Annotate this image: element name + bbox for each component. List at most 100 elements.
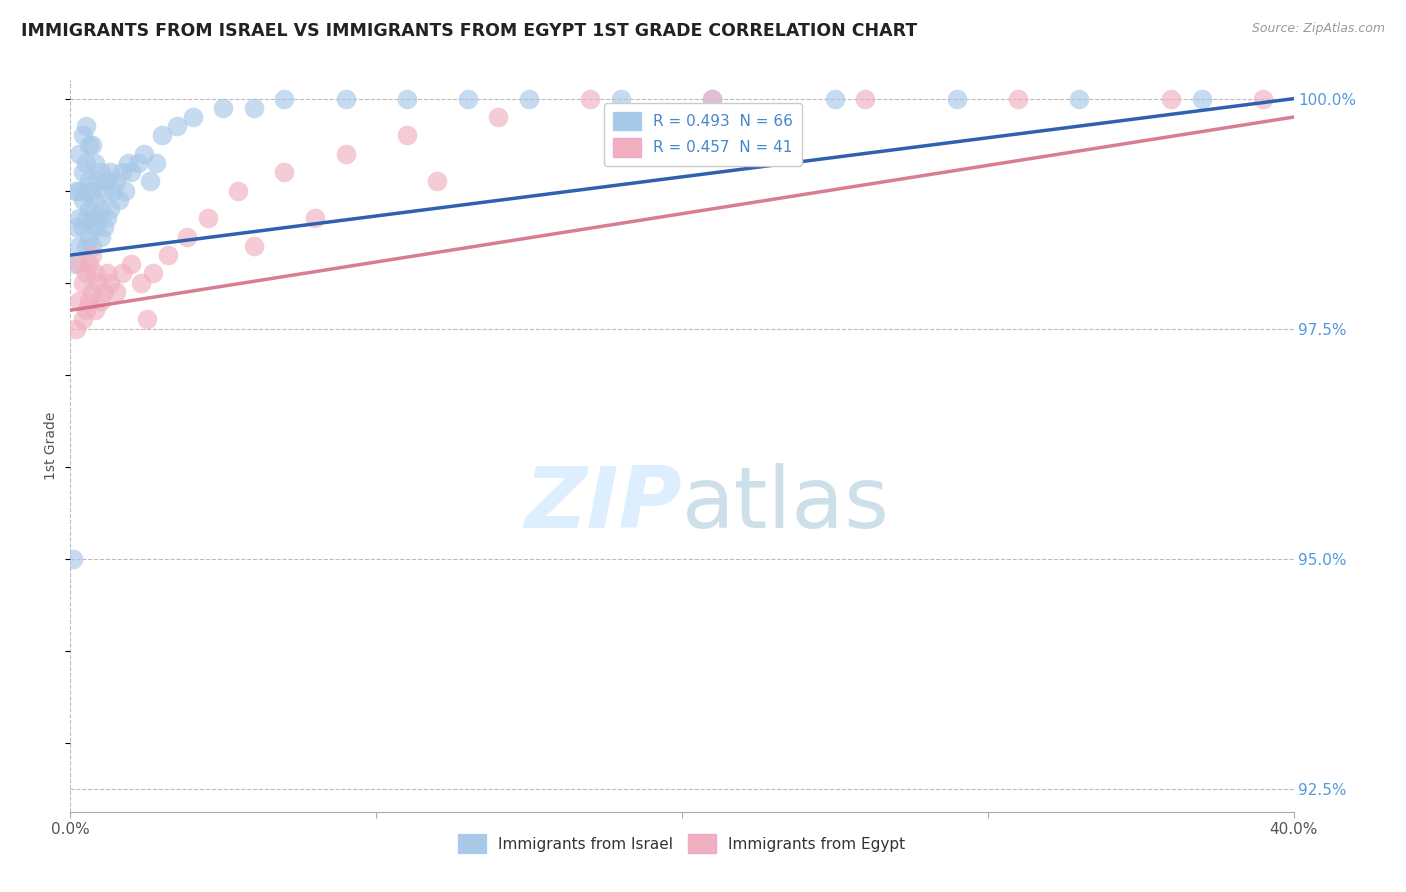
- Point: [77, 174, 100, 188]
- Point: [135, 312, 157, 326]
- Point: [62, 551, 84, 566]
- Point: [273, 165, 295, 179]
- Point: [93, 220, 115, 235]
- Point: [181, 110, 204, 124]
- Text: Source: ZipAtlas.com: Source: ZipAtlas.com: [1251, 22, 1385, 36]
- Point: [80, 248, 103, 262]
- Point: [114, 184, 136, 198]
- Point: [93, 285, 115, 299]
- Point: [83, 267, 105, 281]
- Point: [335, 147, 357, 161]
- Point: [702, 92, 724, 106]
- Point: [80, 239, 103, 253]
- Point: [98, 202, 121, 216]
- Point: [132, 147, 155, 161]
- Point: [77, 257, 100, 271]
- Text: atlas: atlas: [682, 463, 890, 546]
- Point: [87, 211, 110, 226]
- Point: [176, 229, 198, 244]
- Point: [101, 184, 124, 198]
- Point: [75, 156, 97, 170]
- Point: [77, 202, 100, 216]
- Legend: Immigrants from Israel, Immigrants from Egypt: Immigrants from Israel, Immigrants from …: [453, 828, 911, 859]
- Point: [80, 211, 103, 226]
- Point: [108, 193, 131, 207]
- Point: [65, 220, 87, 235]
- Point: [69, 257, 91, 271]
- Point: [197, 211, 219, 226]
- Point: [579, 92, 602, 106]
- Point: [90, 229, 112, 244]
- Point: [77, 137, 100, 152]
- Point: [121, 165, 143, 179]
- Point: [72, 128, 94, 143]
- Point: [335, 92, 357, 106]
- Point: [212, 101, 235, 115]
- Point: [80, 184, 103, 198]
- Point: [105, 174, 128, 188]
- Point: [157, 248, 180, 262]
- Point: [75, 184, 97, 198]
- Point: [111, 267, 134, 281]
- Point: [395, 92, 418, 106]
- Point: [1191, 92, 1213, 106]
- Point: [1160, 92, 1182, 106]
- Point: [228, 184, 250, 198]
- Point: [139, 174, 162, 188]
- Point: [65, 257, 87, 271]
- Point: [75, 267, 97, 281]
- Point: [702, 92, 724, 106]
- Point: [127, 156, 149, 170]
- Point: [1007, 92, 1029, 106]
- Point: [83, 303, 105, 318]
- Point: [517, 92, 540, 106]
- Point: [1251, 92, 1274, 106]
- Point: [457, 92, 479, 106]
- Point: [72, 165, 94, 179]
- Point: [83, 156, 105, 170]
- Point: [98, 276, 121, 290]
- Point: [80, 285, 103, 299]
- Point: [426, 174, 449, 188]
- Point: [488, 110, 510, 124]
- Point: [395, 128, 418, 143]
- Point: [129, 276, 152, 290]
- Point: [121, 257, 143, 271]
- Point: [87, 276, 110, 290]
- Point: [243, 239, 266, 253]
- Text: IMMIGRANTS FROM ISRAEL VS IMMIGRANTS FROM EGYPT 1ST GRADE CORRELATION CHART: IMMIGRANTS FROM ISRAEL VS IMMIGRANTS FRO…: [21, 22, 917, 40]
- Point: [96, 211, 118, 226]
- Point: [96, 174, 118, 188]
- Point: [111, 165, 134, 179]
- Point: [90, 165, 112, 179]
- Point: [96, 267, 118, 281]
- Text: ZIP: ZIP: [524, 463, 682, 546]
- Point: [75, 239, 97, 253]
- Point: [855, 92, 877, 106]
- Point: [65, 184, 87, 198]
- Point: [69, 294, 91, 309]
- Point: [1069, 92, 1091, 106]
- Point: [69, 211, 91, 226]
- Point: [83, 220, 105, 235]
- Point: [243, 101, 266, 115]
- Point: [80, 137, 103, 152]
- Point: [75, 211, 97, 226]
- Point: [145, 156, 167, 170]
- Point: [69, 239, 91, 253]
- Point: [90, 294, 112, 309]
- Point: [72, 276, 94, 290]
- Point: [75, 120, 97, 134]
- Point: [72, 193, 94, 207]
- Point: [72, 312, 94, 326]
- Point: [610, 92, 633, 106]
- Point: [87, 174, 110, 188]
- Y-axis label: 1st Grade: 1st Grade: [45, 412, 59, 480]
- Point: [72, 220, 94, 235]
- Point: [105, 285, 128, 299]
- Point: [166, 120, 188, 134]
- Point: [273, 92, 295, 106]
- Point: [65, 321, 87, 335]
- Point: [77, 294, 100, 309]
- Point: [142, 267, 165, 281]
